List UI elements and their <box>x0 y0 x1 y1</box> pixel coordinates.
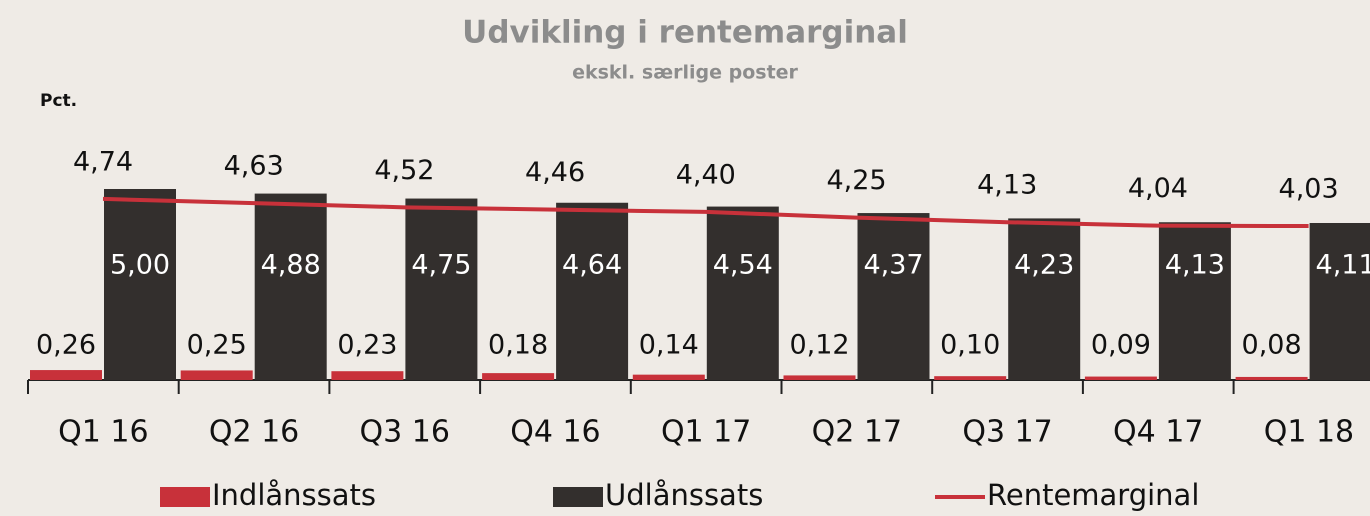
line-label: 4,03 <box>1279 174 1339 205</box>
bar <box>1008 218 1081 380</box>
bar-label: 0,10 <box>940 330 1000 361</box>
bar <box>180 370 253 380</box>
x-tick-label: Q3 17 <box>962 415 1052 450</box>
bar-label: 4,11 <box>1316 250 1370 281</box>
bar-label: 0,09 <box>1091 330 1151 361</box>
x-tick-label: Q1 18 <box>1264 415 1354 450</box>
bar-label: 0,18 <box>488 330 548 361</box>
bar-label: 0,26 <box>36 330 96 361</box>
line-label: 4,63 <box>224 151 284 182</box>
x-tick-label: Q3 16 <box>360 415 450 450</box>
line-label: 4,25 <box>826 165 886 196</box>
bar-label: 4,13 <box>1165 250 1225 281</box>
bar-label: 0,25 <box>187 330 247 361</box>
bar <box>934 376 1007 380</box>
bar-label: 0,12 <box>789 330 849 361</box>
bar-label: 4,37 <box>863 250 923 281</box>
chart-title: Udvikling i rentemarginal <box>462 15 908 51</box>
y-axis-label: Pct. <box>40 91 77 111</box>
line-label: 4,74 <box>73 146 133 177</box>
legend-swatch <box>160 487 210 507</box>
bar <box>783 375 856 380</box>
x-tick-label: Q1 17 <box>661 415 751 450</box>
bar-label: 0,23 <box>337 330 397 361</box>
bar <box>405 198 478 380</box>
x-tick-label: Q4 17 <box>1113 415 1203 450</box>
bar <box>482 373 555 380</box>
line-label: 4,40 <box>676 159 736 190</box>
legend-swatch <box>553 487 603 507</box>
bar <box>1158 222 1231 380</box>
bar <box>30 370 102 380</box>
legend-label: Rentemarginal <box>987 478 1199 512</box>
line-label: 4,46 <box>525 157 585 188</box>
bar <box>1084 376 1157 380</box>
bar <box>104 189 176 380</box>
bar <box>254 193 327 380</box>
x-tick-label: Q4 16 <box>510 415 600 450</box>
bar-label: 0,14 <box>639 330 699 361</box>
legend-label: Indlånssats <box>212 478 376 512</box>
bar <box>556 202 629 380</box>
bar <box>857 213 930 380</box>
bar-label: 4,54 <box>713 250 773 281</box>
bar <box>706 206 779 380</box>
bar <box>1309 222 1370 380</box>
legend-label: Udlånssats <box>605 478 763 512</box>
bar-label: 4,23 <box>1014 250 1074 281</box>
line <box>102 196 1309 229</box>
bar-label: 5,00 <box>110 250 170 281</box>
bar-label: 4,88 <box>261 250 321 281</box>
line-label: 4,13 <box>977 170 1037 201</box>
x-tick-label: Q2 17 <box>812 415 902 450</box>
bar-label: 0,08 <box>1242 330 1302 361</box>
x-tick-label: Q2 16 <box>209 415 299 450</box>
bar-label: 4,75 <box>411 250 471 281</box>
line-label: 4,52 <box>374 155 434 186</box>
bar <box>331 371 404 380</box>
bar <box>1235 376 1308 380</box>
chart-subtitle: ekskl. særlige poster <box>572 62 798 84</box>
bar-label: 4,64 <box>562 250 622 281</box>
bar <box>632 374 705 380</box>
x-tick-label: Q1 16 <box>58 415 148 450</box>
line-label: 4,04 <box>1128 173 1188 204</box>
